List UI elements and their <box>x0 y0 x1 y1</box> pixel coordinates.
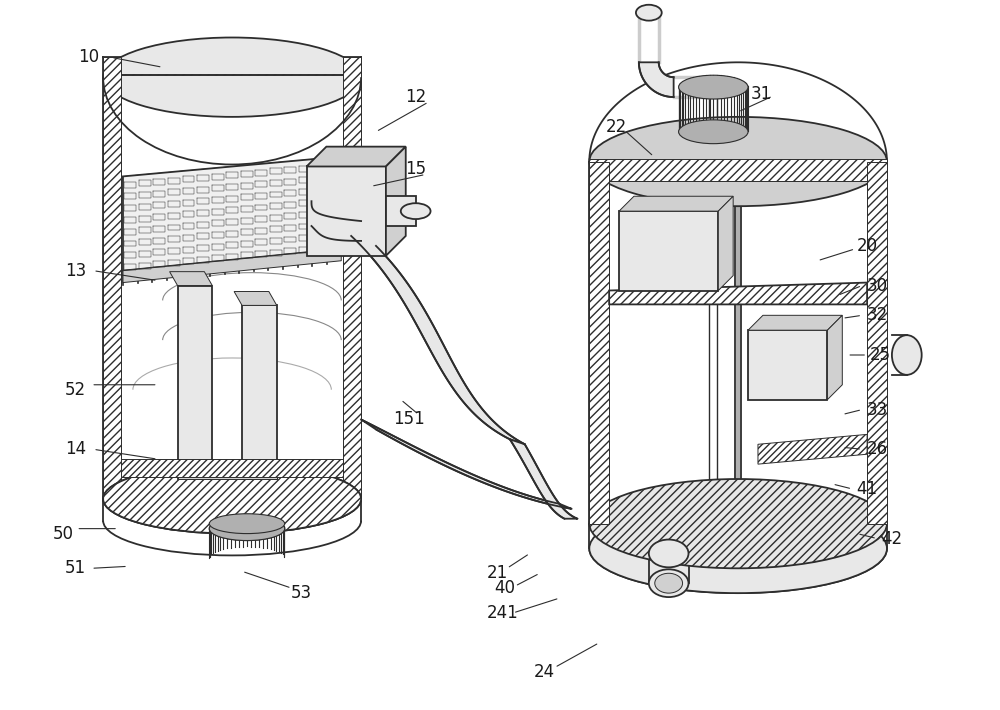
Polygon shape <box>361 420 571 509</box>
Text: 24: 24 <box>534 664 555 682</box>
Polygon shape <box>639 62 674 97</box>
Polygon shape <box>589 158 887 181</box>
Ellipse shape <box>209 517 285 540</box>
Polygon shape <box>178 469 277 479</box>
Text: 26: 26 <box>866 440 888 458</box>
Text: 151: 151 <box>393 410 425 429</box>
Bar <box>589 162 609 524</box>
Polygon shape <box>510 439 577 519</box>
Bar <box>748 330 827 400</box>
Ellipse shape <box>655 573 683 593</box>
Text: 31: 31 <box>750 85 772 103</box>
Ellipse shape <box>589 504 887 593</box>
Text: 241: 241 <box>487 604 519 622</box>
Text: 14: 14 <box>65 440 86 458</box>
Ellipse shape <box>679 75 748 99</box>
Ellipse shape <box>209 514 285 534</box>
Ellipse shape <box>401 203 431 219</box>
Polygon shape <box>123 157 341 271</box>
Ellipse shape <box>589 479 887 568</box>
Text: 21: 21 <box>486 564 508 582</box>
Text: 22: 22 <box>605 118 627 136</box>
Polygon shape <box>123 248 341 283</box>
Text: 13: 13 <box>65 262 86 280</box>
Ellipse shape <box>679 120 748 143</box>
Polygon shape <box>170 272 212 285</box>
Ellipse shape <box>589 117 887 206</box>
Text: 41: 41 <box>857 480 878 498</box>
Polygon shape <box>758 435 867 464</box>
Bar <box>386 196 416 226</box>
Polygon shape <box>311 201 361 241</box>
Polygon shape <box>242 305 277 479</box>
Polygon shape <box>178 285 212 479</box>
Ellipse shape <box>121 473 343 525</box>
Text: 53: 53 <box>291 584 312 602</box>
Text: 30: 30 <box>866 277 888 295</box>
Polygon shape <box>234 292 277 305</box>
Ellipse shape <box>649 569 689 597</box>
Text: 10: 10 <box>78 48 99 66</box>
Text: 25: 25 <box>869 346 891 364</box>
Bar <box>307 166 386 256</box>
Bar <box>867 162 887 524</box>
Polygon shape <box>307 147 406 166</box>
Ellipse shape <box>636 5 662 21</box>
Text: 32: 32 <box>866 306 888 324</box>
Polygon shape <box>351 236 525 444</box>
Polygon shape <box>718 196 733 290</box>
Ellipse shape <box>209 517 285 540</box>
Bar <box>619 211 718 290</box>
Polygon shape <box>619 196 733 211</box>
Ellipse shape <box>103 464 361 534</box>
Text: 50: 50 <box>53 525 74 542</box>
Text: 33: 33 <box>866 400 888 419</box>
Ellipse shape <box>649 540 689 567</box>
Polygon shape <box>121 459 343 477</box>
Ellipse shape <box>892 335 922 375</box>
Text: 20: 20 <box>857 237 878 255</box>
Text: 40: 40 <box>494 579 515 597</box>
Text: 42: 42 <box>881 530 902 547</box>
Polygon shape <box>343 58 361 499</box>
Text: 12: 12 <box>405 88 426 106</box>
Ellipse shape <box>103 464 361 534</box>
Ellipse shape <box>103 38 361 117</box>
Polygon shape <box>103 58 121 499</box>
Polygon shape <box>748 315 842 330</box>
Text: 52: 52 <box>65 381 86 399</box>
Text: 15: 15 <box>405 160 426 178</box>
Polygon shape <box>386 147 406 256</box>
Polygon shape <box>609 283 867 305</box>
Ellipse shape <box>103 464 361 534</box>
Polygon shape <box>827 315 842 400</box>
Text: 51: 51 <box>65 559 86 577</box>
